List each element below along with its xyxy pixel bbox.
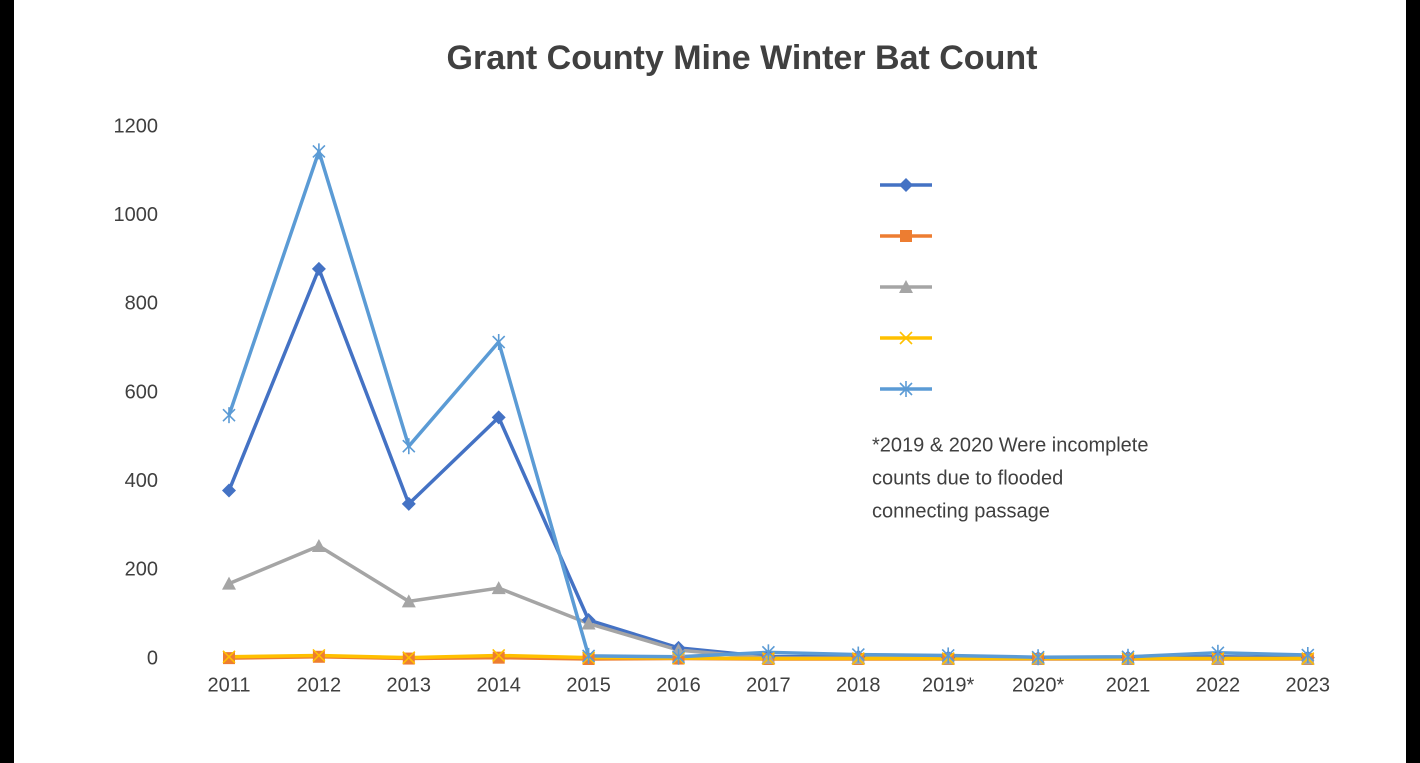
marker-stroke	[492, 648, 506, 663]
marker-stroke	[312, 648, 326, 663]
data-point	[222, 576, 236, 590]
x-tick-label: 2014	[476, 674, 521, 696]
data-point	[1031, 649, 1045, 666]
data-point	[311, 261, 326, 276]
y-tick-label: 600	[125, 381, 158, 403]
data-point	[402, 438, 416, 455]
data-point	[312, 650, 325, 663]
chart-area	[14, 0, 1406, 763]
data-point	[311, 538, 326, 552]
data-point	[582, 647, 596, 664]
data-point	[941, 647, 955, 664]
data-point	[1211, 644, 1225, 661]
annotation: connecting passage	[872, 500, 1050, 522]
legend-marker	[900, 230, 912, 242]
chart-title: Grant County Mine Winter Bat Count	[447, 39, 1038, 77]
marker-stroke	[222, 650, 236, 664]
data-point	[223, 652, 235, 665]
data-point	[492, 651, 505, 664]
data-point	[222, 483, 236, 498]
data-point	[851, 646, 865, 663]
annotation: *2019 & 2020 Were incomplete	[872, 434, 1148, 456]
y-tick-label: 200	[125, 559, 158, 581]
data-point	[581, 616, 596, 630]
marker-stroke	[899, 331, 913, 345]
x-tick-label: 2020*	[1012, 674, 1064, 696]
legend-marker	[899, 280, 913, 293]
y-tick-label: 0	[147, 647, 158, 669]
data-point	[401, 594, 416, 608]
x-tick-label: 2015	[566, 674, 611, 696]
data-point	[1301, 647, 1315, 664]
annotation: counts due to flooded	[872, 467, 1063, 489]
data-point	[671, 648, 686, 665]
y-tick-label: 800	[125, 293, 158, 315]
legend-marker	[899, 381, 913, 397]
marker-stroke	[402, 651, 416, 665]
data-point	[222, 407, 236, 424]
y-tick-label: 400	[125, 470, 158, 492]
x-tick-label: 2019*	[922, 674, 974, 696]
data-point	[492, 648, 506, 663]
data-point	[312, 143, 326, 160]
data-point	[1121, 648, 1135, 665]
y-tick-label: 1200	[114, 115, 159, 137]
x-tick-label: 2017	[746, 674, 791, 696]
x-tick-label: 2023	[1286, 674, 1331, 696]
y-tick-label: 1000	[114, 204, 159, 226]
legend-marker	[899, 178, 913, 192]
x-tick-label: 2013	[387, 674, 432, 696]
x-tick-label: 2012	[297, 674, 342, 696]
legend-marker	[899, 331, 913, 345]
data-point	[402, 651, 416, 665]
x-tick-label: 2016	[656, 674, 701, 696]
x-tick-label: 2018	[836, 674, 881, 696]
data-point	[761, 644, 775, 661]
x-tick-label: 2021	[1106, 674, 1151, 696]
data-point	[312, 648, 326, 663]
data-point	[491, 581, 506, 595]
data-point	[492, 334, 506, 351]
data-point	[401, 496, 416, 511]
data-point	[222, 650, 236, 664]
data-point	[491, 410, 506, 425]
x-tick-label: 2022	[1196, 674, 1241, 696]
x-tick-label: 2011	[207, 674, 250, 696]
